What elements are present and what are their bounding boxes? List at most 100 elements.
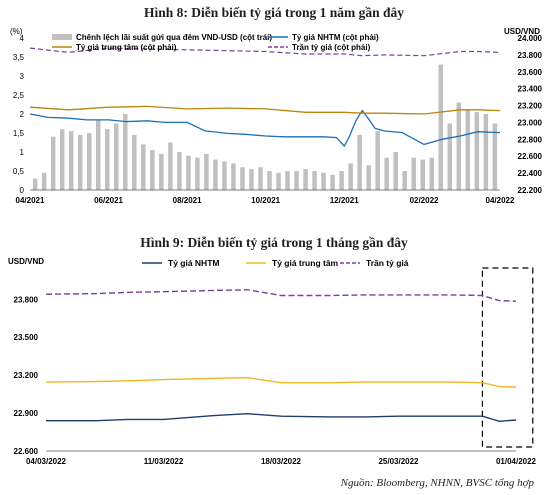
legend-label: Tỷ giá NHTM (cột phải)	[292, 33, 379, 42]
interest-spread-bar	[375, 131, 380, 190]
left-axis-unit: (%)	[10, 27, 23, 36]
interest-spread-bar	[303, 169, 308, 190]
interest-spread-bar	[186, 155, 191, 190]
right-y-tick-label: 23.600	[518, 68, 543, 77]
interest-spread-bar	[114, 123, 119, 190]
left-y-tick-label: 1	[20, 148, 25, 157]
right-y-tick-label: 24.000	[518, 34, 543, 43]
legend-swatch-spread	[52, 34, 72, 40]
legend-label: Tỷ giá NHTM	[168, 258, 219, 268]
interest-spread-bar	[429, 157, 435, 190]
source-note: Nguồn: Bloomberg, NHNN, BVSC tổng hợp	[340, 477, 534, 489]
highlight-box	[481, 267, 534, 448]
interest-spread-bar	[330, 174, 335, 190]
left-y-tick-label: 1,5	[13, 129, 25, 138]
x-tick-label: 01/04/2022	[496, 457, 537, 466]
interest-spread-bar	[402, 171, 407, 190]
interest-spread-bar	[159, 153, 164, 190]
interest-spread-bar	[240, 167, 245, 190]
interest-spread-bar	[231, 163, 236, 190]
interest-spread-bar	[86, 133, 92, 190]
fx-1-year-chart: (%) USD/VND 0 0,5 1 1,5 2 2,5 3 3,5 4 22.200 22.400 2…	[10, 27, 543, 205]
interest-spread-bar	[267, 171, 272, 190]
x-tick-label: 04/2021	[16, 196, 45, 205]
interest-spread-bar	[276, 172, 281, 190]
y-tick-label: 23.200	[14, 371, 39, 380]
x-tick-label: 04/2022	[486, 196, 515, 205]
figure-8-title: Hình 8: Diễn biến tỷ giá trong 1 năm gần…	[143, 5, 405, 20]
interest-spread-bar	[411, 157, 416, 190]
x-tick-label: 10/2021	[251, 196, 280, 205]
x-tick-label: 12/2021	[330, 196, 359, 205]
left-y-tick-label: 3,5	[13, 53, 25, 62]
legend-label: Trần tỷ giá	[366, 258, 409, 268]
left-y-tick-label: 4	[20, 34, 25, 43]
legend-label: Tỷ giá trung tâm	[272, 258, 339, 268]
right-y-tick-label: 23.400	[518, 85, 543, 94]
central-rate-line	[45, 376, 517, 388]
interest-spread-bar	[41, 172, 47, 190]
interest-spread-bar	[474, 112, 480, 190]
left-y-tick-label: 2,5	[13, 91, 25, 100]
interest-spread-bar	[105, 129, 110, 190]
y-axis-label: USD/VND	[8, 257, 44, 266]
interest-spread-bar	[492, 123, 498, 190]
interest-spread-bar	[357, 134, 362, 190]
interest-spread-bar	[456, 102, 462, 190]
interest-spread-bar	[132, 134, 137, 190]
interest-spread-bar	[321, 172, 326, 190]
right-y-tick-label: 23.000	[518, 118, 543, 127]
ceiling-rate-line	[29, 47, 501, 57]
interest-spread-bar	[312, 171, 317, 190]
left-y-tick-label: 3	[20, 72, 25, 81]
interest-spread-bar	[50, 136, 56, 190]
left-y-tick-label: 0,5	[13, 167, 25, 176]
left-y-tick-label: 0	[20, 186, 25, 195]
interest-spread-bar	[258, 167, 263, 190]
interest-spread-bar	[420, 159, 425, 190]
interest-spread-bar	[213, 159, 218, 190]
y-tick-label: 23.800	[14, 295, 39, 304]
fx-1-month-chart: USD/VND 22.600 22.900 23.200 23.500 23.800 04/…	[8, 257, 537, 466]
legend-label: Chênh lệch lãi suất gửi qua đêm VND-USD …	[76, 33, 272, 42]
interest-spread-bar	[447, 123, 453, 190]
interest-spread-bar	[294, 171, 299, 190]
x-tick-label: 08/2021	[173, 196, 202, 205]
figure-9-title: Hình 9: Diễn biến tỷ giá trong 1 tháng g…	[140, 235, 408, 250]
interest-spread-bar	[123, 114, 128, 190]
y-tick-label: 23.500	[14, 333, 39, 342]
interest-spread-bar	[150, 150, 155, 190]
x-tick-label: 02/2022	[410, 196, 439, 205]
commercial-bank-rate-line	[46, 412, 517, 423]
right-y-tick-label: 23.800	[518, 51, 543, 60]
interest-spread-bar	[195, 157, 200, 190]
right-axis-unit: USD/VND	[504, 27, 540, 36]
ceiling-rate-line	[45, 289, 517, 302]
interest-spread-bar	[204, 153, 209, 190]
x-tick-label: 11/03/2022	[144, 457, 184, 466]
interest-spread-bar	[68, 131, 74, 190]
interest-spread-bar	[393, 152, 398, 190]
right-y-tick-label: 22.400	[518, 169, 543, 178]
interest-spread-bar	[438, 64, 444, 190]
interest-spread-bar	[339, 171, 344, 190]
interest-spread-bar	[177, 152, 182, 190]
x-tick-label: 18/03/2022	[261, 457, 302, 466]
right-y-tick-label: 22.600	[518, 152, 543, 161]
right-y-tick-label: 22.800	[518, 135, 543, 144]
x-tick-label: 04/03/2022	[26, 457, 67, 466]
right-y-tick-label: 22.200	[518, 186, 543, 195]
interest-spread-bar	[32, 178, 38, 190]
central-rate-line	[29, 105, 501, 115]
left-y-tick-label: 2	[20, 110, 25, 119]
interest-spread-bar	[77, 134, 83, 190]
commercial-bank-rate-line	[29, 109, 501, 148]
y-tick-label: 22.600	[14, 447, 39, 456]
interest-spread-bar	[285, 171, 290, 190]
interest-spread-bar	[59, 129, 65, 190]
interest-spread-bar	[95, 119, 101, 190]
interest-spread-bar	[222, 161, 227, 190]
interest-spread-bar	[384, 157, 389, 190]
interest-spread-bar	[465, 110, 471, 190]
interest-spread-bar	[483, 114, 489, 190]
